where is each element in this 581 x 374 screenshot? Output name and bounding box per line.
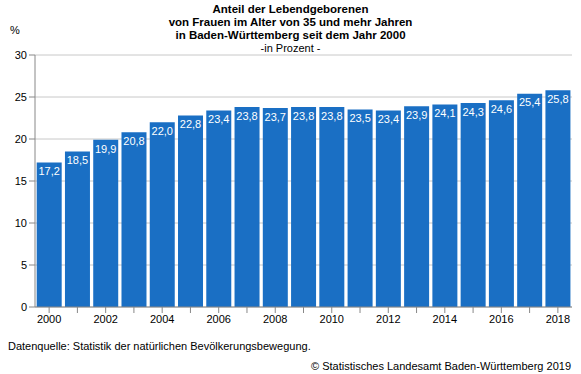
svg-text:2002: 2002 xyxy=(93,313,117,325)
html-text:© Statistisches Landesamt Bade: © Statistisches Landesamt Baden-Württemb… xyxy=(311,360,571,372)
svg-text:24,1: 24,1 xyxy=(434,107,455,119)
svg-text:2016: 2016 xyxy=(489,313,513,325)
svg-text:2010: 2010 xyxy=(320,313,344,325)
svg-text:23,7: 23,7 xyxy=(265,111,286,123)
svg-text:30: 30 xyxy=(15,49,27,61)
svg-text:2000: 2000 xyxy=(37,313,61,325)
svg-text:2012: 2012 xyxy=(376,313,400,325)
svg-text:19,9: 19,9 xyxy=(95,143,116,155)
svg-text:23,8: 23,8 xyxy=(236,110,257,122)
html-text:von Frauen im Alter von 35 und: von Frauen im Alter von 35 und mehr Jahr… xyxy=(168,16,413,28)
svg-text:23,5: 23,5 xyxy=(349,112,370,124)
html-text:Anteil der Lebendgeborenen: Anteil der Lebendgeborenen xyxy=(212,3,369,15)
svg-text:10: 10 xyxy=(15,217,27,229)
svg-text:22,0: 22,0 xyxy=(152,125,173,137)
svg-text:23,4: 23,4 xyxy=(378,113,399,125)
svg-text:15: 15 xyxy=(15,175,27,187)
svg-text:2018: 2018 xyxy=(546,313,570,325)
svg-text:2014: 2014 xyxy=(433,313,457,325)
svg-text:23,8: 23,8 xyxy=(293,110,314,122)
svg-text:24,3: 24,3 xyxy=(462,106,483,118)
svg-text:2008: 2008 xyxy=(263,313,287,325)
svg-text:24,6: 24,6 xyxy=(491,103,512,115)
html-text:Datenquelle: Statistik der nat: Datenquelle: Statistik der natürlichen B… xyxy=(8,340,311,352)
svg-text:2004: 2004 xyxy=(150,313,174,325)
svg-text:23,9: 23,9 xyxy=(406,109,427,121)
svg-text:23,4: 23,4 xyxy=(208,113,229,125)
svg-text:25,4: 25,4 xyxy=(519,96,540,108)
svg-text:20,8: 20,8 xyxy=(123,135,144,147)
svg-text:18,5: 18,5 xyxy=(67,154,88,166)
svg-text:22,8: 22,8 xyxy=(180,118,201,130)
svg-text:2006: 2006 xyxy=(206,313,230,325)
svg-text:5: 5 xyxy=(21,259,27,271)
svg-text:23,8: 23,8 xyxy=(321,110,342,122)
html-text:-in Prozent -: -in Prozent - xyxy=(260,42,321,54)
svg-text:25,8: 25,8 xyxy=(547,93,568,105)
svg-text:20: 20 xyxy=(15,133,27,145)
svg-text:17,2: 17,2 xyxy=(38,165,59,177)
svg-text:25: 25 xyxy=(15,91,27,103)
svg-text:0: 0 xyxy=(21,301,27,313)
html-text:in Baden-Württemberg seit dem: in Baden-Württemberg seit dem Jahr 2000 xyxy=(175,29,406,41)
